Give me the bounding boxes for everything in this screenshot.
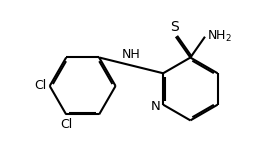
Text: S: S — [170, 20, 179, 34]
Text: NH$_2$: NH$_2$ — [207, 29, 232, 44]
Text: NH: NH — [122, 48, 141, 61]
Text: Cl: Cl — [60, 118, 72, 131]
Text: Cl: Cl — [34, 79, 46, 92]
Text: N: N — [150, 100, 160, 113]
